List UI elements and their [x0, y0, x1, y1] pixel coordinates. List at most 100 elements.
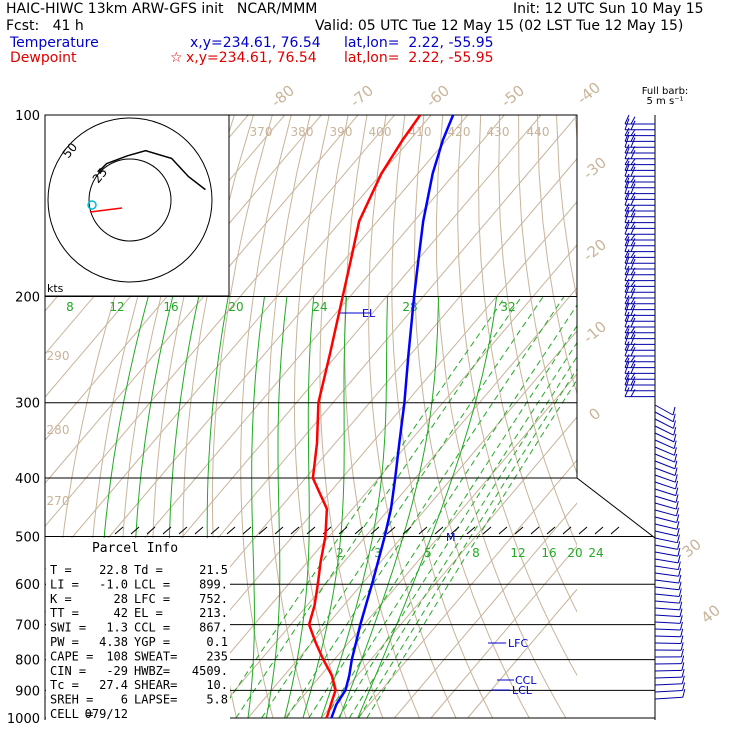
wind-barb-flag — [630, 162, 636, 171]
mixing-ratio-label: 12 — [109, 300, 124, 314]
wind-barb-flag — [624, 236, 630, 246]
wind-barb-flag — [624, 114, 630, 125]
wind-barb-flag — [624, 131, 630, 142]
wind-barb-flag — [677, 561, 681, 570]
dewpoint-marker-icon: ☆ — [170, 50, 183, 66]
hodograph-unit-label: kts — [47, 282, 64, 295]
isotherm-label: -20 — [580, 235, 610, 265]
pressure-tick-label: 700 — [15, 619, 40, 634]
barb-legend-line1: Full barb: — [642, 86, 689, 97]
wind-barb-flag — [630, 300, 636, 310]
wind-barb — [654, 446, 675, 456]
parcel-label: CAPE = — [50, 649, 93, 663]
parcel-value: 21.5 — [199, 563, 228, 577]
parcel-value: 752. — [199, 592, 228, 606]
freezing-hatch — [178, 526, 188, 535]
wind-barb — [654, 551, 678, 557]
mixing-ratio-label: 20 — [567, 546, 582, 560]
wind-barb-flag — [624, 177, 630, 188]
isotherm-label: -10 — [580, 317, 610, 347]
isotherm-line — [45, 115, 432, 571]
wind-barb-flag — [630, 166, 636, 177]
wind-barb — [654, 628, 681, 631]
dry-adiabat-line — [413, 115, 530, 719]
freezing-hatch — [466, 526, 476, 535]
parcel-label: CIN = — [50, 664, 86, 678]
wind-barb — [654, 425, 674, 436]
wind-barb — [654, 579, 679, 584]
wind-barb-flag — [624, 315, 630, 328]
wind-barb-flag — [630, 313, 636, 322]
wind-barb-flag — [624, 206, 630, 217]
wind-barb-flag — [624, 387, 630, 397]
wind-barb-flag — [624, 160, 630, 171]
freezing-hatch — [338, 526, 348, 535]
freezing-hatch — [306, 526, 316, 535]
wind-barb — [654, 565, 679, 571]
wind-barb-flag — [630, 212, 636, 223]
wind-barb-flag — [675, 500, 679, 510]
wind-barb — [654, 495, 677, 503]
mixing-ratio-label: 16 — [541, 546, 556, 560]
level-label-lfc: LFC — [508, 637, 528, 650]
wind-barb-flag — [681, 655, 685, 664]
parcel-label: Tc = — [50, 678, 79, 692]
wind-barb-flag — [624, 377, 630, 391]
wind-barb — [654, 607, 680, 611]
freezing-hatch — [130, 526, 140, 535]
header-fcst: Fcst: 41 h — [6, 18, 84, 34]
temperature-xy: x,y=234.61, 76.54 — [190, 35, 321, 51]
wind-barb-flag — [624, 147, 630, 159]
freezing-hatch — [546, 526, 556, 535]
freezing-hatch — [242, 526, 252, 535]
mixing-ratio-line — [338, 296, 608, 719]
isotherm-label: -70 — [347, 81, 377, 111]
wind-barb-flag — [630, 183, 636, 194]
parcel-label: LFC = — [134, 592, 170, 606]
wind-barb — [654, 404, 674, 416]
wind-barb-flag — [630, 133, 636, 142]
wind-barb-flag — [682, 682, 686, 691]
wind-barb-flag — [630, 221, 636, 229]
pressure-tick-label: 300 — [15, 397, 40, 412]
isotherm-line — [45, 115, 359, 484]
mixing-ratio-line — [286, 296, 565, 719]
mixing-ratio-label: 2 — [336, 546, 344, 560]
parcel-value: 4.38 — [99, 635, 128, 649]
wind-barb-flag — [630, 330, 636, 339]
wind-barb — [654, 481, 676, 490]
wind-barb-flag — [630, 372, 636, 380]
freezing-hatch — [322, 526, 332, 535]
wind-barb-flag — [630, 355, 636, 363]
theta-label: 270 — [47, 494, 70, 508]
freezing-hatch — [482, 526, 492, 535]
pressure-tick-label: 100 — [15, 109, 40, 124]
freezing-hatch — [578, 526, 588, 535]
wind-barb-flag — [624, 295, 630, 305]
wind-barb-flag — [630, 280, 636, 287]
parcel-label: CCL = — [134, 621, 170, 635]
mixing-ratio-line — [348, 296, 617, 719]
header-title: HAIC-HIWC 13km ARW-GFS init NCAR/MMM — [6, 1, 318, 17]
parcel-label: EL = — [134, 606, 163, 620]
wind-barb — [654, 488, 676, 497]
wind-barb-flag — [624, 173, 630, 183]
mixing-ratio-label: 3 — [374, 546, 382, 560]
level-label-ccl: CCL — [515, 674, 537, 687]
hodograph-ring-outer — [47, 117, 213, 283]
parcel-label: YGP = — [134, 635, 170, 649]
pressure-tick-label: 200 — [15, 291, 40, 306]
theta-label: 420 — [448, 125, 471, 139]
parcel-value: 1.3 — [106, 621, 128, 635]
theta-label: 400 — [369, 125, 392, 139]
wind-barb-flag — [680, 628, 684, 637]
wind-barb-flag — [677, 541, 681, 550]
wind-barb-flag — [624, 361, 630, 374]
wind-barb — [654, 572, 679, 577]
isotherm-label: -50 — [498, 81, 528, 111]
wind-barb — [654, 676, 683, 679]
chart-frame — [45, 114, 656, 720]
wind-barb-flag — [624, 239, 630, 252]
wind-barb-flag — [678, 574, 682, 584]
moist-adiabat-line — [247, 296, 265, 719]
